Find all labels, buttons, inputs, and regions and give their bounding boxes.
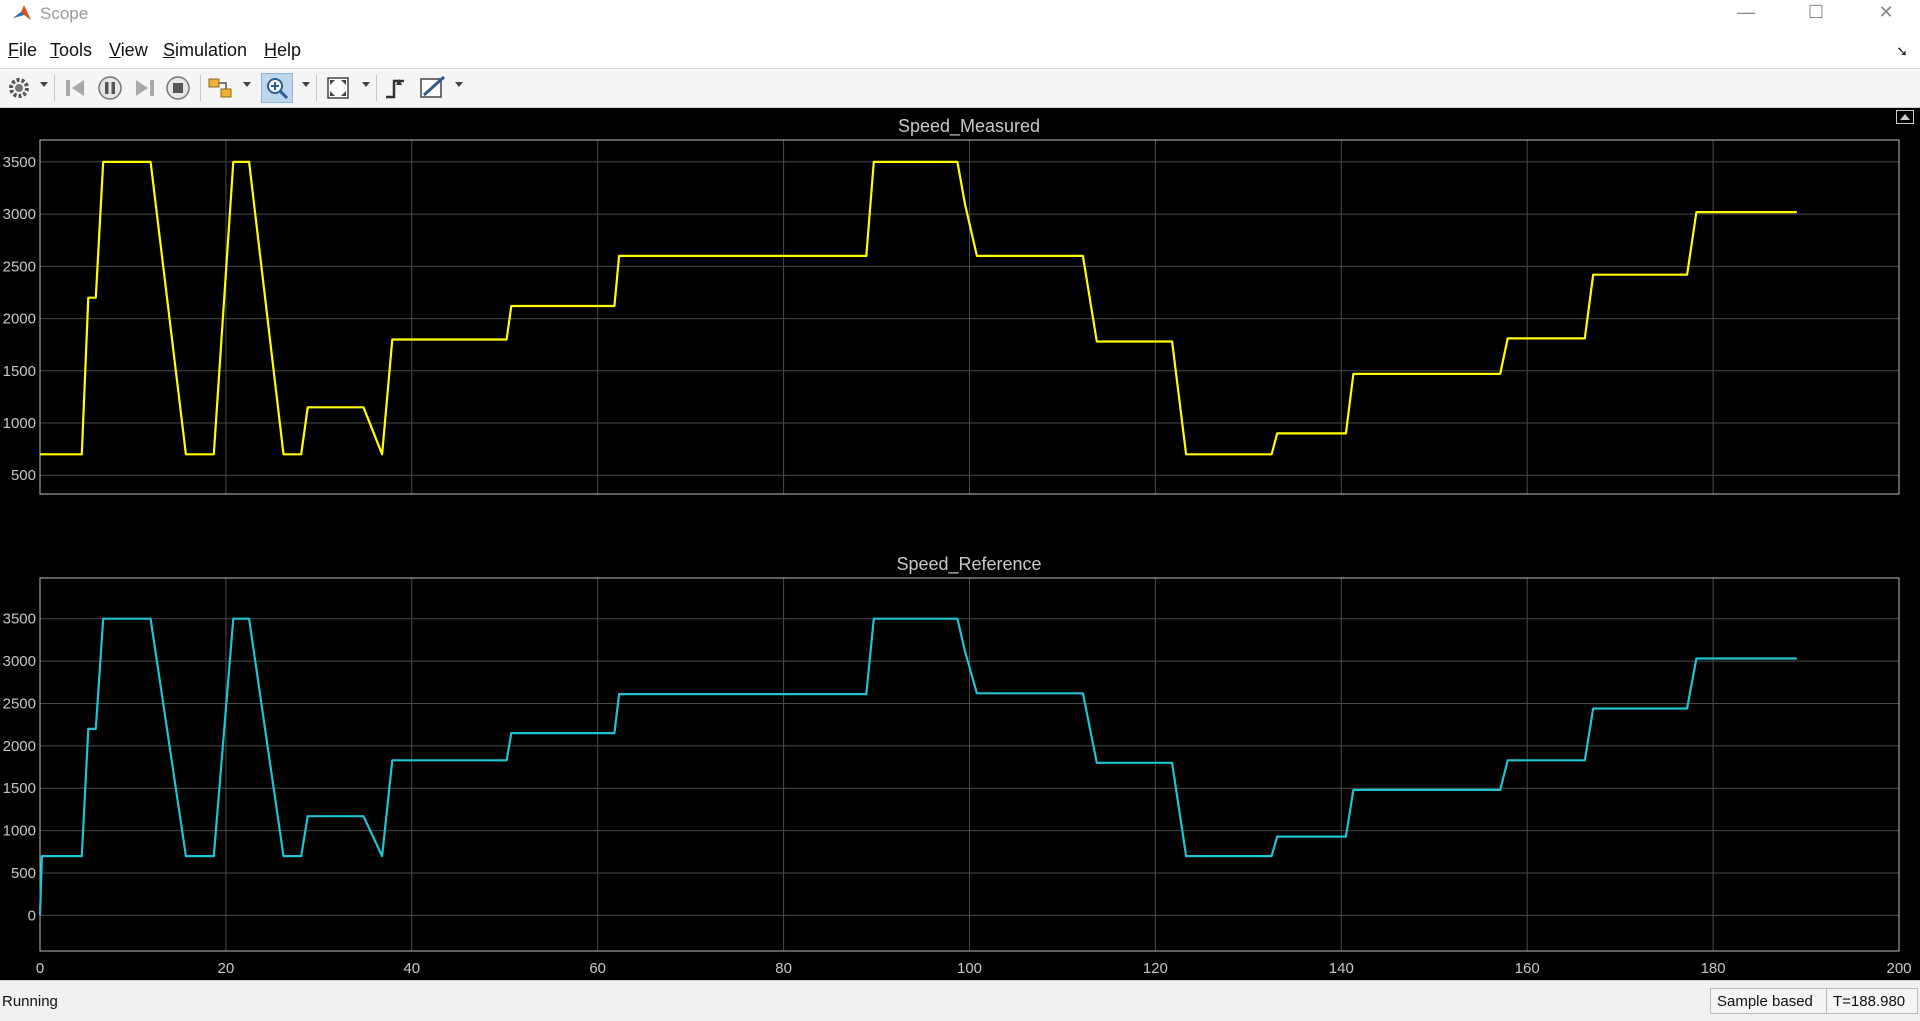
title-bar: Scope — ☐ ✕	[0, 0, 1920, 27]
measurements-dropdown-icon[interactable]	[455, 82, 463, 87]
axes-box	[39, 139, 1900, 495]
series-line-reference	[38, 617, 1797, 916]
x-tick-label: 80	[775, 960, 792, 977]
simulation-time: T=188.980	[1826, 988, 1918, 1014]
settings-dropdown-icon[interactable]	[40, 82, 48, 87]
toolbar	[0, 69, 1920, 108]
x-tick-label: 60	[589, 960, 606, 977]
dock-arrow-icon[interactable]: ➘	[1896, 43, 1908, 59]
x-tick-label: 200	[1886, 960, 1911, 977]
plot-title-speed-reference: Speed_Reference	[896, 554, 1041, 575]
x-tick-label: 100	[957, 960, 982, 977]
y-tick-label: 3500	[3, 611, 36, 628]
close-button[interactable]: ✕	[1878, 2, 1894, 22]
x-tick-label: 160	[1515, 960, 1540, 977]
pause-icon	[98, 76, 122, 100]
status-bar: Running Sample based T=188.980	[0, 980, 1920, 1021]
y-tick-label: 2000	[3, 311, 36, 328]
y-tick-label: 2500	[3, 695, 36, 712]
step-forward-button[interactable]	[130, 73, 158, 103]
measurements-icon	[420, 75, 446, 98]
measurements-button[interactable]	[418, 73, 448, 103]
x-tick-label: 180	[1701, 960, 1726, 977]
y-tick-label: 1000	[3, 823, 36, 840]
toolbar-separator	[376, 75, 377, 101]
toolbar-separator	[54, 75, 55, 101]
step-forward-icon	[136, 80, 154, 96]
zoom-dropdown-icon[interactable]	[302, 82, 310, 87]
menu-file[interactable]: File	[8, 40, 38, 60]
settings-icon	[9, 78, 29, 98]
y-tick-label: 3000	[3, 206, 36, 223]
triggers-button[interactable]	[382, 73, 410, 103]
y-tick-label: 3500	[3, 154, 36, 171]
menu-simulation[interactable]: Simulation	[163, 40, 248, 60]
y-tick-label: 500	[11, 865, 36, 882]
y-tick-label: 1500	[3, 363, 36, 380]
matlab-logo-icon	[13, 5, 31, 20]
highlight-block-icon	[208, 78, 232, 98]
y-tick-label: 1500	[3, 780, 36, 797]
x-tick-label: 120	[1143, 960, 1168, 977]
x-tick-label: 140	[1329, 960, 1354, 977]
status-text: Running	[2, 993, 58, 1010]
axes-box	[39, 577, 1900, 952]
toolbar-separator	[316, 75, 317, 101]
toolbar-separator	[200, 75, 201, 101]
scale-axes-button[interactable]	[324, 73, 352, 103]
minimize-button[interactable]: —	[1737, 2, 1755, 22]
menu-help[interactable]: Help	[264, 40, 302, 60]
menu-bar: File Tools View Simulation Help ➘	[0, 27, 1920, 69]
series-line-measured	[40, 160, 1797, 456]
highlight-block-button[interactable]	[206, 73, 236, 103]
settings-button[interactable]	[6, 73, 32, 103]
undock-axes-icon[interactable]	[1896, 110, 1914, 124]
y-tick-label: 3000	[3, 653, 36, 670]
step-back-button[interactable]	[62, 73, 90, 103]
menu-view[interactable]: View	[109, 40, 148, 60]
scale-axes-icon	[327, 77, 349, 99]
highlight-dropdown-icon[interactable]	[243, 82, 251, 87]
pause-button[interactable]	[96, 73, 124, 103]
y-tick-label: 2500	[3, 258, 36, 275]
scale-dropdown-icon[interactable]	[362, 82, 370, 87]
y-tick-label: 500	[11, 467, 36, 484]
x-tick-label: 20	[218, 960, 235, 977]
stop-icon	[166, 76, 190, 100]
scope-display[interactable]	[0, 108, 1920, 980]
plot-title-speed-measured: Speed_Measured	[898, 116, 1040, 137]
menu-tools[interactable]: Tools	[50, 40, 93, 60]
x-tick-label: 0	[36, 960, 44, 977]
window-title: Scope	[40, 4, 89, 23]
zoom-in-icon	[267, 78, 289, 100]
sample-mode-indicator: Sample based	[1710, 988, 1828, 1014]
y-tick-label: 2000	[3, 738, 36, 755]
plots-svg: Speed_Measured Speed_Reference 500100015…	[3, 116, 1912, 977]
zoom-in-button[interactable]	[261, 73, 293, 103]
y-tick-label: 0	[28, 907, 36, 924]
step-back-icon	[66, 80, 84, 96]
stop-button[interactable]	[164, 73, 192, 103]
triggers-icon	[386, 79, 404, 99]
y-tick-label: 1000	[3, 415, 36, 432]
x-tick-label: 40	[403, 960, 420, 977]
maximize-button[interactable]: ☐	[1807, 2, 1825, 22]
